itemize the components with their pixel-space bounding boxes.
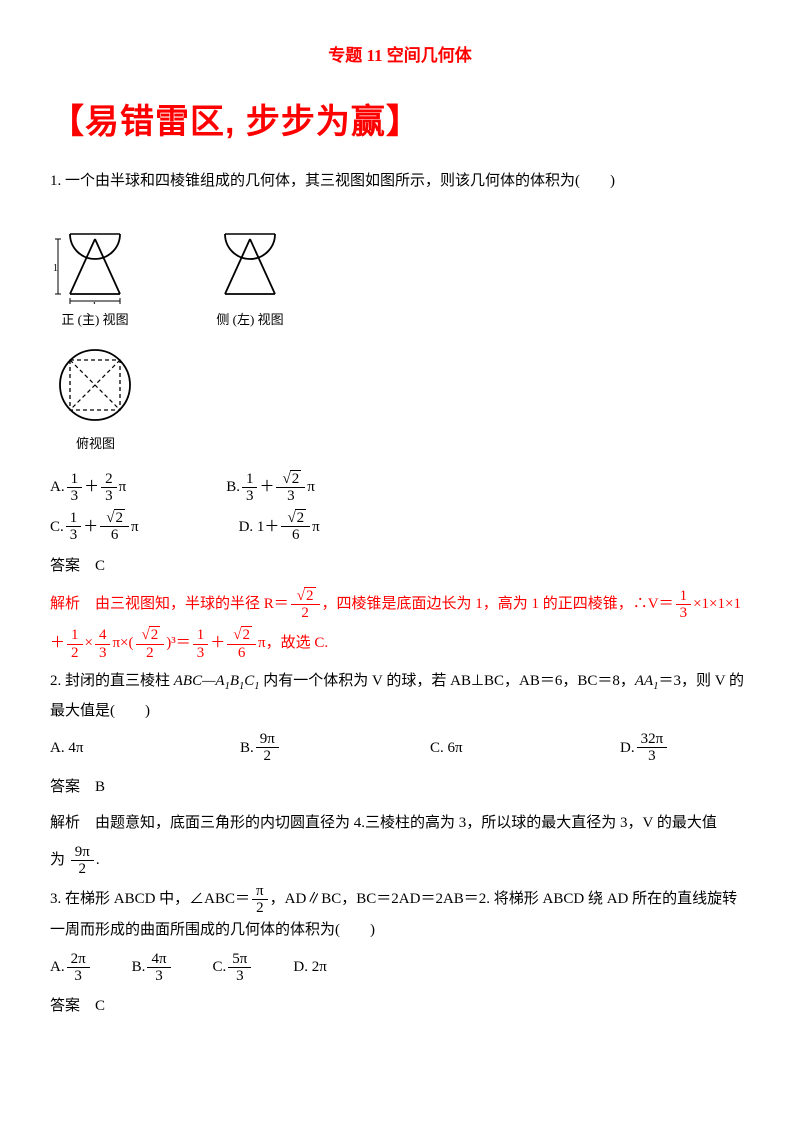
q1-opt-c: C. 13＋26π (50, 510, 139, 543)
q2-opt-d: D. 32π3 (620, 731, 669, 764)
top-view-figure (50, 343, 140, 428)
q2-opt-c: C. 6π (430, 731, 580, 764)
q1-explanation: 解析 由三视图知，半球的半径 R＝22，四棱锥是底面边长为 1，高为 1 的正四… (50, 588, 750, 621)
front-view-figure: 1 1 (50, 209, 140, 304)
q3-opt-c: C. 5π3 (213, 951, 254, 984)
q1-text: 1. 一个由半球和四棱锥组成的几何体，其三视图如图所示，则该几何体的体积为( ) (50, 167, 750, 196)
q1-opt-a: A. 13＋23π (50, 471, 126, 504)
q1-options-cd: C. 13＋26π D. 1＋ 26π (50, 510, 750, 543)
q1-figures: 1 1 正 (主) 视图 侧 (左) 视图 (50, 209, 750, 333)
q1-answer: 答案 C (50, 552, 750, 581)
q3-text: 3. 在梯形 ABCD 中，∠ABC＝π2，AD∥BC，BC＝2AD＝2AB＝2… (50, 883, 750, 945)
q3-opt-a: A. 2π3 (50, 951, 92, 984)
q1-options-ab: A. 13＋23π B. 13＋23π (50, 471, 750, 504)
q2-answer: 答案 B (50, 773, 750, 802)
section-heading: 【易错雷区, 步步为赢】 (50, 90, 750, 155)
q3-answer: 答案 C (50, 992, 750, 1021)
q2-opt-b: B. 9π2 (240, 731, 390, 764)
q2-explanation: 解析 由题意知，底面三角形的内切圆直径为 4.三棱柱的高为 3，所以球的最大直径… (50, 809, 750, 838)
q3-opt-d: D. 2π (293, 951, 326, 984)
svg-text:1: 1 (92, 301, 97, 304)
top-view-caption: 俯视图 (76, 432, 115, 457)
q2-explanation-2: 为 9π2. (50, 844, 750, 877)
q1-explanation-2: ＋12×43π×(22)³＝13＋26π，故选 C. (50, 627, 750, 660)
q2-text: 2. 封闭的直三棱柱 ABC—A1B1C1 内有一个体积为 V 的球，若 AB⊥… (50, 667, 750, 725)
doc-title: 专题 11 空间几何体 (50, 40, 750, 72)
side-view-figure (210, 209, 290, 304)
q1-opt-d: D. 1＋ 26π (239, 510, 320, 543)
svg-text:1: 1 (53, 263, 58, 274)
q3-options: A. 2π3 B. 4π3 C. 5π3 D. 2π (50, 951, 750, 984)
q1-opt-b: B. 13＋23π (226, 471, 315, 504)
q3-opt-b: B. 4π3 (132, 951, 173, 984)
front-view-caption: 正 (主) 视图 (61, 308, 128, 333)
q2-opt-a: A. 4π (50, 731, 200, 764)
q2-options: A. 4π B. 9π2 C. 6π D. 32π3 (50, 731, 750, 764)
side-view-caption: 侧 (左) 视图 (216, 308, 283, 333)
